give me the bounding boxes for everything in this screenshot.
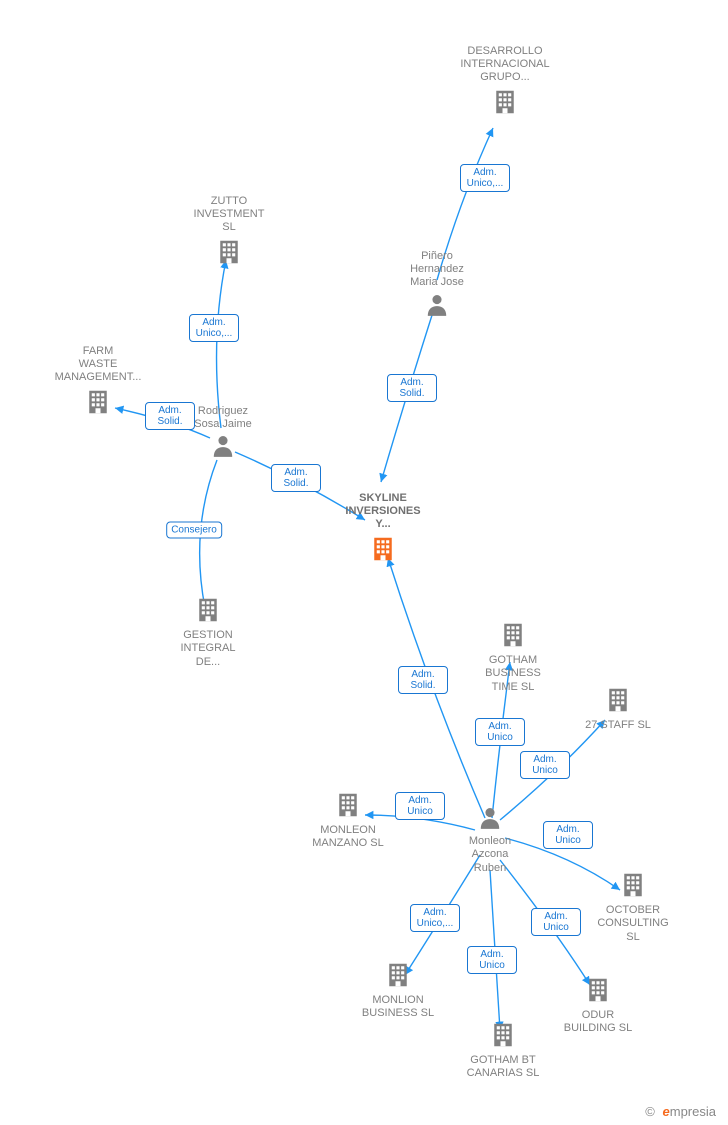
building-icon [603,685,633,719]
node-label: FARM WASTE MANAGEMENT... [43,345,153,385]
node-gotham_time[interactable]: GOTHAM BUSINESS TIME SL [458,620,568,696]
node-label: GESTION INTEGRAL DE... [153,629,263,669]
node-label: 27 STAFF SL [563,719,673,732]
node-gestion[interactable]: GESTION INTEGRAL DE... [153,595,263,671]
node-label: DESARROLLO INTERNACIONAL GRUPO... [450,45,560,85]
edge-label-monleon-october: Adm. Unico [543,821,593,849]
edge-label-pinero-skyline: Adm. Solid. [387,374,437,402]
copyright-symbol: © [645,1104,655,1119]
person-icon [477,805,503,835]
edge-label-monleon-monlion: Adm. Unico,... [410,904,460,932]
node-desarrollo[interactable]: DESARROLLO INTERNACIONAL GRUPO... [450,45,560,121]
node-label: Monleon Azcona Ruben [435,835,545,875]
node-rodriguez[interactable]: Rodriguez Sosa Jaime [168,405,278,464]
building-icon [488,1020,518,1054]
node-october[interactable]: OCTOBER CONSULTING SL [578,870,688,946]
person-icon [210,433,236,463]
diagram-canvas: Adm. Unico,...Adm. Solid.Adm. Unico,...A… [0,0,728,1125]
edge-label-monleon-skyline: Adm. Solid. [398,666,448,694]
edge-label-monleon-gotham_canarias: Adm. Unico [467,946,517,974]
building-icon [368,534,398,568]
node-label: MONLEON MANZANO SL [293,824,403,850]
brand-rest: mpresia [670,1104,716,1119]
node-label: Piñero Hernandez Maria Jose [382,250,492,290]
brand-initial: e [663,1104,670,1119]
footer-credit: © empresia [645,1104,716,1119]
node-label: MONLION BUSINESS SL [343,994,453,1020]
building-icon [498,620,528,654]
building-icon [333,790,363,824]
building-icon [214,237,244,271]
node-pinero[interactable]: Piñero Hernandez Maria Jose [382,250,492,322]
edge-label-rodriguez-zutto: Adm. Unico,... [189,314,239,342]
edge-label-pinero-desarrollo: Adm. Unico,... [460,164,510,192]
node-label: GOTHAM BT CANARIAS SL [448,1054,558,1080]
node-farm[interactable]: FARM WASTE MANAGEMENT... [43,345,153,421]
node-skyline[interactable]: SKYLINE INVERSIONES Y... [328,492,438,568]
edge-label-monleon-gotham_time: Adm. Unico [475,718,525,746]
node-monleon[interactable]: Monleon Azcona Ruben [435,805,545,877]
person-icon [424,292,450,322]
building-icon [618,870,648,904]
node-label: OCTOBER CONSULTING SL [578,904,688,944]
edge-label-rodriguez-gestion: Consejero [166,522,222,539]
node-zutto[interactable]: ZUTTO INVESTMENT SL [174,195,284,271]
building-icon [583,975,613,1009]
node-label: GOTHAM BUSINESS TIME SL [458,654,568,694]
edge-label-monleon-odur: Adm. Unico [531,908,581,936]
building-icon [490,87,520,121]
node-label: SKYLINE INVERSIONES Y... [328,492,438,532]
node-label: ODUR BUILDING SL [543,1009,653,1035]
edge-rodriguez-to-zutto [217,260,226,428]
edge-label-monleon-27staff: Adm. Unico [520,751,570,779]
node-27staff[interactable]: 27 STAFF SL [563,685,673,734]
node-odur[interactable]: ODUR BUILDING SL [543,975,653,1038]
node-gotham_canarias[interactable]: GOTHAM BT CANARIAS SL [448,1020,558,1083]
building-icon [83,387,113,421]
node-label: Rodriguez Sosa Jaime [168,405,278,431]
edge-label-rodriguez-skyline: Adm. Solid. [271,464,321,492]
node-monleon_manzano[interactable]: MONLEON MANZANO SL [293,790,403,853]
building-icon [193,595,223,629]
node-label: ZUTTO INVESTMENT SL [174,195,284,235]
node-monlion[interactable]: MONLION BUSINESS SL [343,960,453,1023]
building-icon [383,960,413,994]
